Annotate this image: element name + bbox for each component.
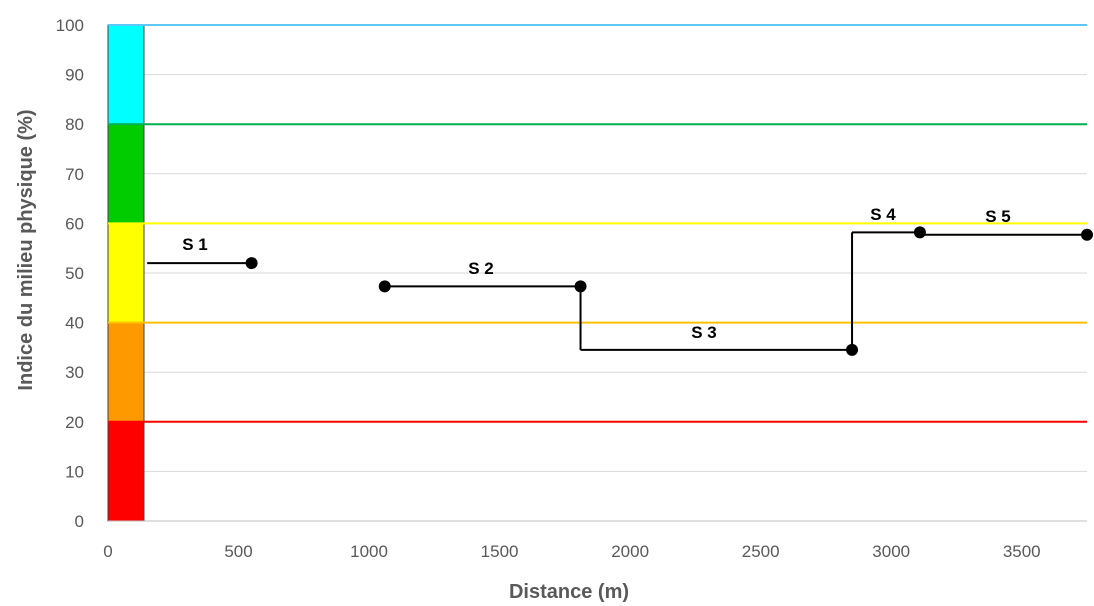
y-tick-label: 0 xyxy=(75,512,84,531)
data-point xyxy=(378,280,391,293)
x-tick-label: 2500 xyxy=(742,542,780,561)
data-point xyxy=(846,343,859,356)
class-band xyxy=(107,222,145,324)
y-axis-title: Indice du milieu physique (%) xyxy=(15,109,37,390)
x-tick-label: 500 xyxy=(224,542,252,561)
x-tick-label: 0 xyxy=(103,542,112,561)
x-tick-label: 1500 xyxy=(481,542,519,561)
x-axis-title: Distance (m) xyxy=(509,581,629,603)
class-band xyxy=(107,123,145,224)
x-tick-label: 3000 xyxy=(872,542,910,561)
y-tick-label: 80 xyxy=(65,115,84,134)
class-band xyxy=(107,24,145,125)
x-tick-label: 1000 xyxy=(350,542,388,561)
class-band xyxy=(107,421,145,522)
profile-line xyxy=(147,231,1087,351)
segment-label: S 2 xyxy=(468,259,494,278)
threshold-lines xyxy=(108,24,1087,423)
class-band xyxy=(107,322,145,423)
data-point xyxy=(913,226,926,239)
y-tick-labels: 0 10 20 30 40 50 60 70 80 90 100 xyxy=(56,16,84,531)
x-tick-labels: 0 500 1000 1500 2000 2500 3000 3500 xyxy=(103,542,1040,561)
data-point xyxy=(1081,228,1093,241)
segment-label: S 5 xyxy=(985,207,1011,226)
segment-labels: S 1 S 2 S 3 S 4 S 5 xyxy=(182,205,1011,342)
class-bands xyxy=(107,24,145,522)
data-point xyxy=(245,257,258,270)
segment-label: S 1 xyxy=(182,235,208,254)
segment-label: S 4 xyxy=(870,205,896,224)
x-tick-label: 3500 xyxy=(1003,542,1041,561)
gridlines xyxy=(108,24,1087,472)
x-tick-label: 2000 xyxy=(611,542,649,561)
y-tick-label: 100 xyxy=(56,16,84,35)
segment-label: S 3 xyxy=(691,323,717,342)
profile-points xyxy=(245,226,1093,356)
y-tick-label: 70 xyxy=(65,165,84,184)
y-tick-label: 10 xyxy=(65,462,84,481)
y-tick-label: 30 xyxy=(65,363,84,382)
y-tick-label: 20 xyxy=(65,413,84,432)
y-tick-label: 60 xyxy=(65,214,84,233)
y-tick-label: 90 xyxy=(65,66,84,85)
data-point xyxy=(574,280,587,293)
y-tick-label: 40 xyxy=(65,314,84,333)
y-tick-label: 50 xyxy=(65,264,84,283)
